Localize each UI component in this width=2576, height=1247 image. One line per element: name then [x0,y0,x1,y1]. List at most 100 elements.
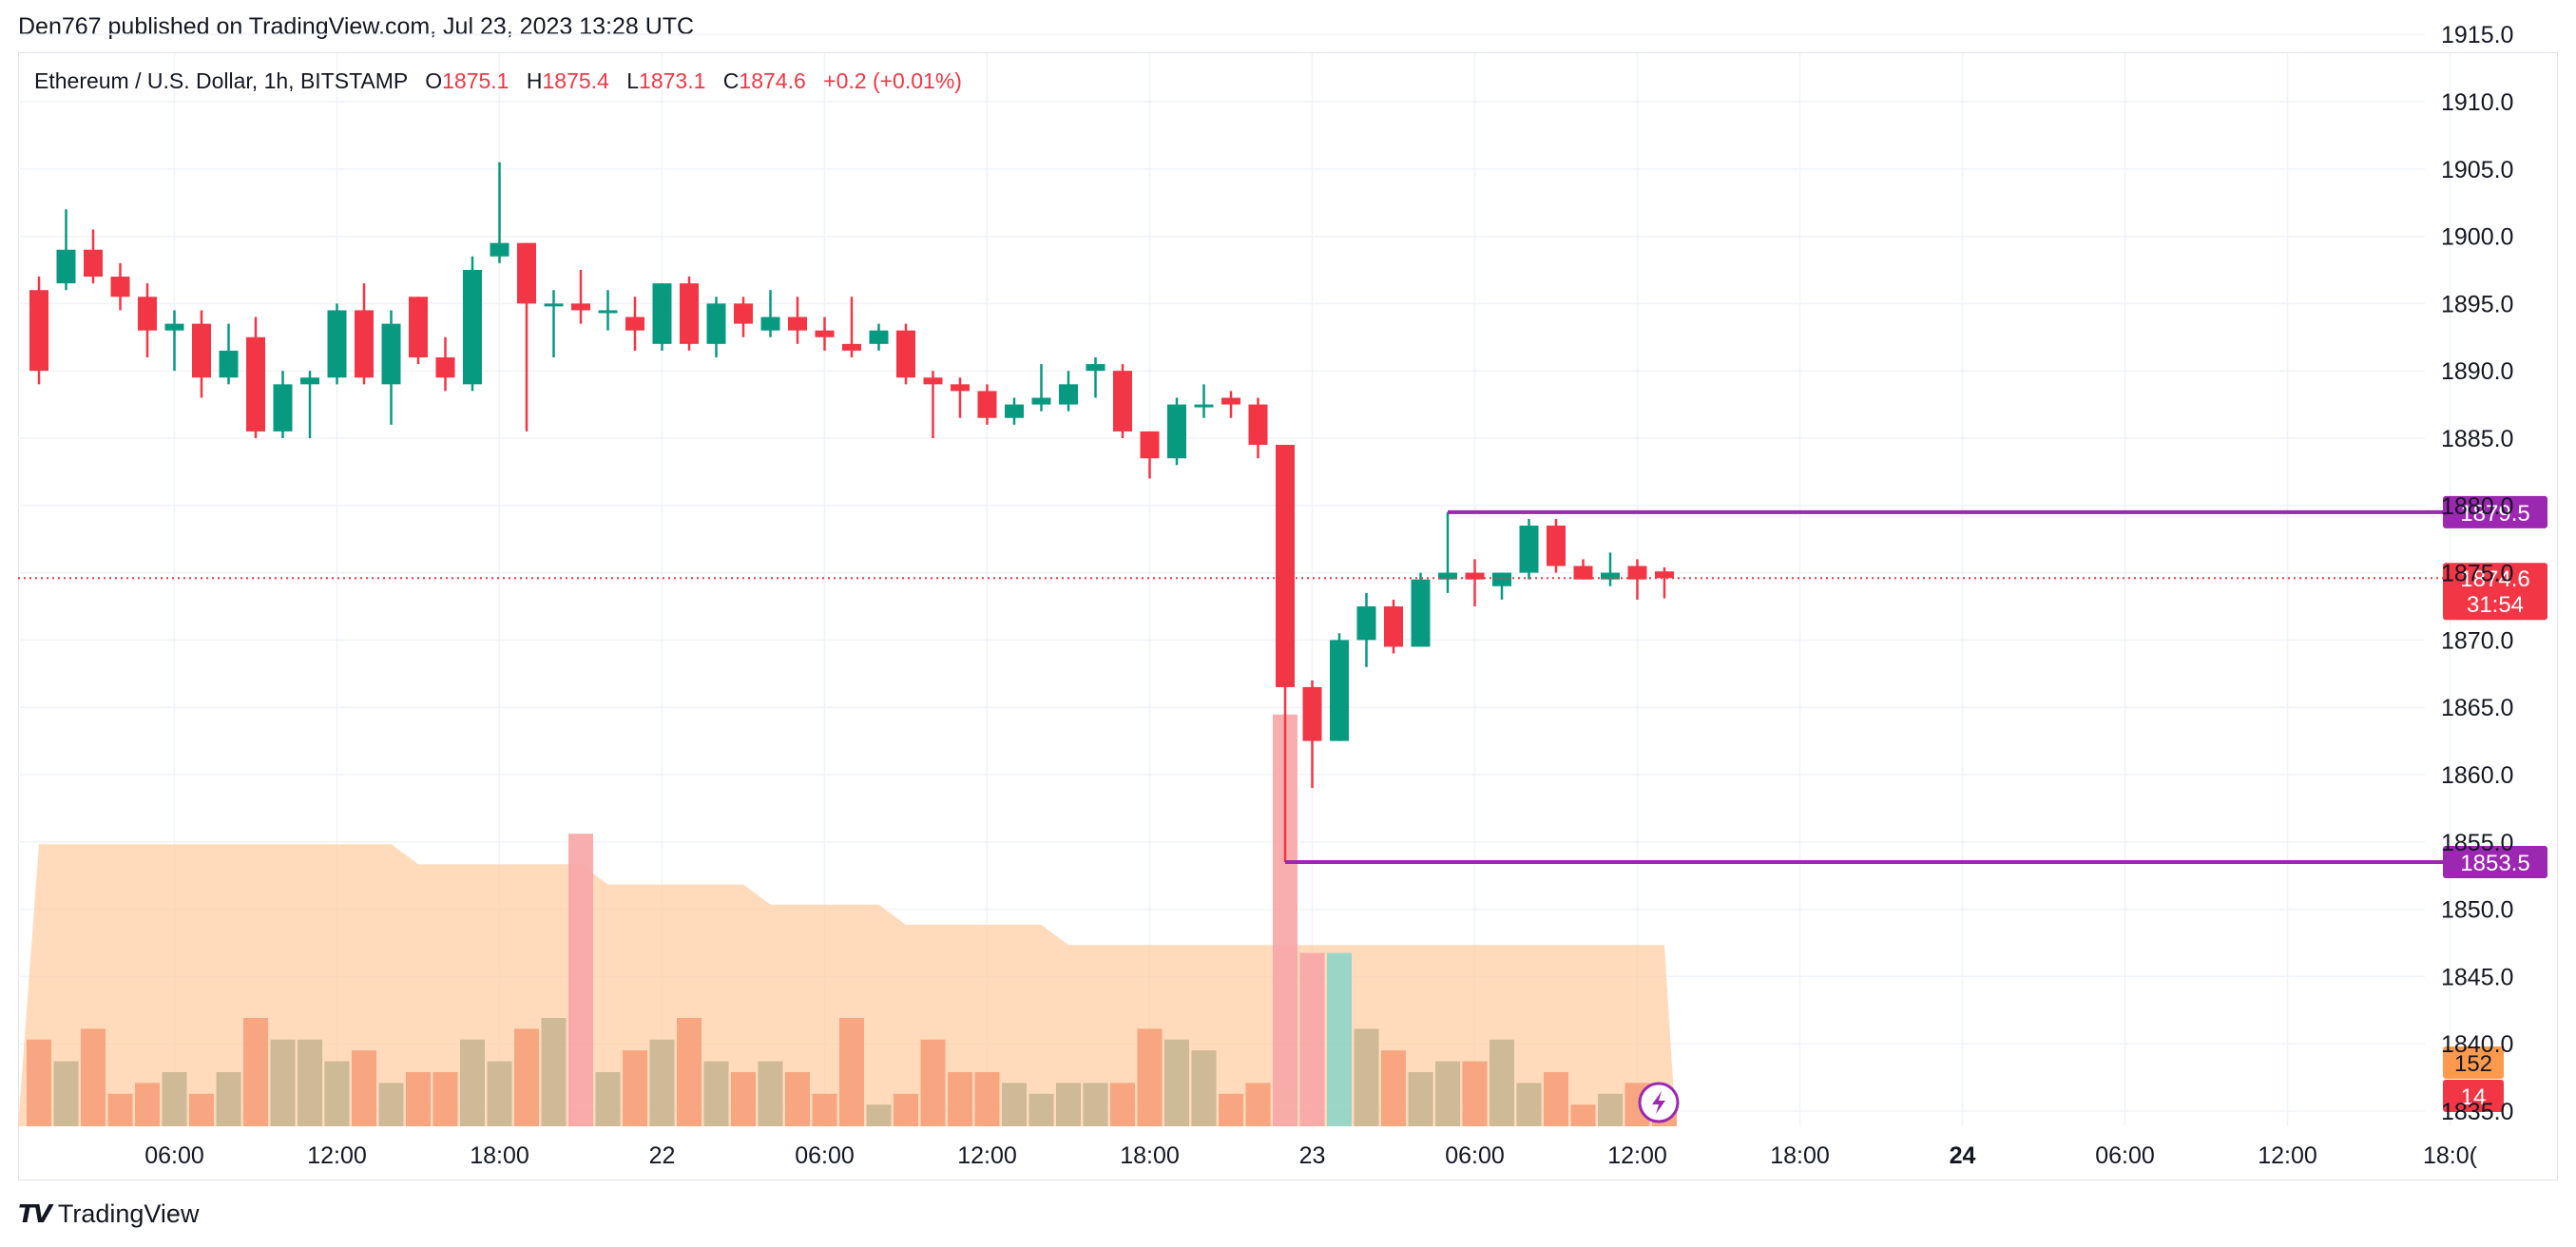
candle-body [1601,572,1620,580]
candle-body [355,310,374,378]
volume-badge-label: 152 [2454,1051,2492,1077]
last-price-label: 1874.6 [2460,566,2529,592]
x-tick-label: 18:0( [2423,1142,2478,1169]
candle-body [598,310,618,314]
close-value: 1874.6 [739,68,806,93]
open-label: O [425,68,443,93]
volume-badge-label: 14 [2461,1084,2487,1110]
candle-body [734,303,753,324]
y-tick-label: 1845.0 [2441,964,2513,990]
volume-bar [1327,952,1352,1126]
x-tick-label: 12:00 [1607,1142,1667,1169]
volume-bar [1516,1083,1542,1126]
candle-body [219,350,239,378]
y-tick-label: 1850.0 [2441,897,2513,924]
volume-bar [460,1039,485,1126]
volume-bar [1110,1083,1135,1126]
volume-bar [487,1061,512,1126]
volume-bar [1191,1050,1217,1126]
volume-bar [812,1093,837,1126]
x-tick-label: 12:00 [307,1142,367,1169]
volume-bar [107,1093,133,1126]
x-tick-label: 22 [649,1142,676,1169]
y-tick-label: 1840.0 [2441,1031,2513,1058]
axis-layer: 1915.0 1910.0 1905.0 1900.0 1895.0 1890.0 1885… [144,22,2513,1169]
price-level-badge [2443,846,2547,879]
candle-body [84,249,103,278]
candle-body [1302,686,1322,741]
candle-body [327,310,347,378]
change-value: +0.2 (+0.01%) [823,68,962,93]
volume-bar [1570,1104,1596,1126]
low-value: 1873.1 [639,68,706,93]
volume-bar [703,1061,729,1126]
volume-bar [568,834,593,1126]
volume-bar [189,1093,214,1126]
candle-body [110,277,130,297]
volume-bar [1219,1093,1243,1126]
volume-bar [1028,1093,1054,1126]
x-tick-label: 18:00 [1770,1142,1830,1169]
candle-body [490,242,509,257]
candle-body [652,283,672,344]
candle-body [1519,526,1539,573]
candle-body [1194,404,1214,408]
volume-bar [135,1083,160,1126]
x-tick-label: 23 [1299,1142,1326,1169]
candle-body [1411,579,1431,647]
volume-bar [1083,1083,1108,1126]
x-tick-label: 06:00 [2095,1142,2155,1169]
volume-bar [731,1072,756,1126]
volume-bar [1245,1083,1271,1126]
candle-body [544,303,564,307]
candle-body [381,323,401,385]
volume-bar [27,1039,51,1126]
y-tick-label: 1865.0 [2441,695,2513,721]
volume-bar [514,1028,539,1126]
volume-badge [2443,1080,2504,1112]
volume-bar [894,1093,918,1126]
volume-bar [270,1039,296,1126]
y-tick-label: 1895.0 [2441,291,2513,317]
volume-bar [866,1104,892,1126]
candle-body [842,343,861,351]
candle-body [409,297,428,358]
candle-body [1492,572,1511,586]
x-tick-label: 18:00 [1120,1142,1180,1169]
candle-body [1167,404,1186,459]
y-tick-label: 1890.0 [2441,358,2513,385]
volume-bar [974,1072,1000,1126]
y-tick-label: 1875.0 [2441,561,2513,587]
candle-body [517,242,536,304]
x-tick-label: 06:00 [144,1142,204,1169]
x-tick-label: 12:00 [957,1142,1017,1169]
volume-bar [677,1018,702,1126]
y-tick-label: 1915.0 [2441,22,2513,48]
symbol-name: Ethereum / U.S. Dollar, 1h, BITSTAMP [34,68,408,93]
candle-body [138,297,157,331]
publisher-line: Den767 published on TradingView.com, Jul… [18,13,695,40]
candle-body [760,317,780,331]
candle-body [1465,572,1485,580]
candle-body [1031,397,1051,405]
candle-body [571,303,590,311]
candle-body [1276,445,1295,687]
candle-body [1627,566,1647,580]
candle-body [246,336,265,432]
candle-body [625,317,644,331]
tradingview-logo[interactable]: 𝙏𝙑 TradingView [18,1199,199,1229]
candle-body [896,330,915,378]
volume-bar [1408,1072,1433,1126]
y-tick-label: 1860.0 [2441,762,2513,789]
y-tick-label: 1885.0 [2441,426,2513,452]
volume-bar [1598,1093,1623,1126]
volume-badge [2443,1046,2504,1079]
candle-body [273,384,293,432]
volume-bar [378,1083,404,1126]
candle-body [1573,566,1593,580]
candle-body [815,330,835,337]
candle-body [300,377,319,385]
volume-bar [1137,1028,1163,1126]
high-value: 1875.4 [542,68,609,93]
